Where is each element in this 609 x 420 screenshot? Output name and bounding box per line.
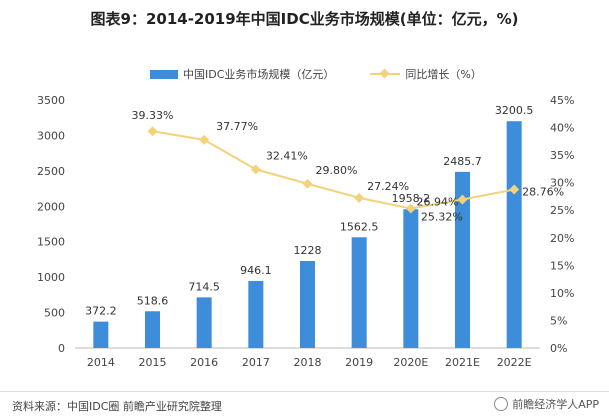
growth-line — [152, 130, 515, 210]
x-tick-label: 2019 — [345, 356, 373, 369]
bar-value-label: 714.5 — [188, 280, 220, 293]
bar — [351, 237, 367, 348]
brand-credit: 前瞻经济学人APP — [494, 396, 599, 412]
footer: 资料来源：中国IDC圈 前瞻产业研究院整理 前瞻经济学人APP — [0, 391, 609, 420]
y-right-tick-label: 35% — [550, 149, 574, 162]
brand-name: 前瞻经济学人APP — [512, 398, 599, 411]
bar — [196, 297, 212, 348]
brand-logo-icon — [494, 397, 509, 411]
legend-item-line: 同比增长（%） — [370, 66, 482, 82]
growth-point — [199, 134, 210, 145]
x-tick-label: 2022E — [497, 356, 532, 369]
y-left-tick-label: 2500 — [37, 165, 65, 178]
y-right-tick-label: 0% — [550, 342, 567, 355]
growth-value-label: 28.76% — [522, 186, 564, 199]
x-tick-label: 2017 — [242, 356, 270, 369]
bar — [455, 171, 470, 348]
source-note: 资料来源：中国IDC圈 前瞻产业研究院整理 — [12, 400, 222, 413]
legend-item-bar: 中国IDC业务市场规模（亿元） — [150, 66, 334, 82]
x-tick-label: 2016 — [190, 356, 218, 369]
bar-value-label: 1562.5 — [340, 220, 379, 233]
y-right-tick-label: 25% — [550, 204, 574, 217]
chart-plot: 0 500 1000 1500 2000 2500 3000 3500 0% 5% 10% 15% 20… — [37, 94, 574, 369]
y-left-tick-label: 1000 — [37, 271, 65, 284]
legend-line-swatch — [370, 69, 401, 79]
x-tick-label: 2020E — [393, 356, 428, 369]
legend-line-label: 同比增长（%） — [405, 68, 482, 81]
legend: 中国IDC业务市场规模（亿元） 同比增长（%） — [150, 66, 510, 82]
y-left-tick-label: 3500 — [37, 94, 65, 107]
y-right-tick-label: 40% — [550, 122, 574, 135]
y-right-tick-label: 30% — [550, 177, 574, 190]
bar-value-label: 2485.7 — [443, 155, 482, 168]
y-left-tick-label: 2000 — [37, 200, 65, 213]
growth-value-label: 37.77% — [216, 120, 258, 133]
bar — [506, 121, 522, 349]
bar — [145, 311, 160, 348]
growth-point — [457, 194, 468, 205]
x-tick-label: 2021E — [445, 356, 480, 369]
bar — [93, 321, 109, 348]
growth-point — [302, 178, 313, 189]
x-tick-label: 2018 — [294, 356, 322, 369]
y-right-tick-label: 20% — [550, 232, 574, 245]
y-left-tick-label: 3000 — [37, 129, 65, 142]
growth-value-label: 29.80% — [316, 164, 358, 177]
y-right-tick-label: 5% — [550, 314, 567, 327]
bar-value-label: 946.1 — [240, 264, 272, 277]
x-tick-label: 2014 — [87, 356, 115, 369]
y-left-tick-label: 500 — [44, 307, 65, 320]
growth-value-label: 39.33% — [132, 109, 174, 122]
bar-value-label: 1228 — [294, 244, 322, 257]
growth-value-label: 27.24% — [367, 180, 409, 193]
y-right-tick-label: 15% — [550, 259, 574, 272]
y-right-tick-label: 45% — [550, 94, 574, 107]
bar-value-label: 372.2 — [85, 305, 117, 318]
bar — [300, 260, 315, 348]
bar-value-label: 1958.2 — [392, 192, 431, 205]
growth-point — [405, 203, 416, 214]
legend-bar-swatch — [150, 69, 178, 79]
growth-value-label: 26.94% — [417, 196, 459, 209]
bar-value-label: 518.6 — [137, 294, 169, 307]
legend-bar-label: 中国IDC业务市场规模（亿元） — [183, 68, 335, 81]
y-left-tick-label: 1500 — [37, 236, 65, 249]
bar — [248, 280, 264, 348]
bar — [403, 209, 419, 348]
y-right-tick-label: 10% — [550, 287, 574, 300]
growth-value-label: 32.41% — [266, 149, 308, 162]
growth-point — [354, 192, 365, 203]
chart-title: 图表9：2014-2019年中国IDC业务市场规模(单位：亿元，%) — [90, 10, 519, 28]
growth-point — [147, 126, 158, 137]
x-tick-label: 2015 — [139, 356, 167, 369]
bar-value-label: 3200.5 — [495, 104, 534, 117]
growth-value-label: 25.32% — [421, 210, 463, 223]
y-left-tick-label: 0 — [58, 342, 65, 355]
growth-point — [250, 164, 261, 175]
